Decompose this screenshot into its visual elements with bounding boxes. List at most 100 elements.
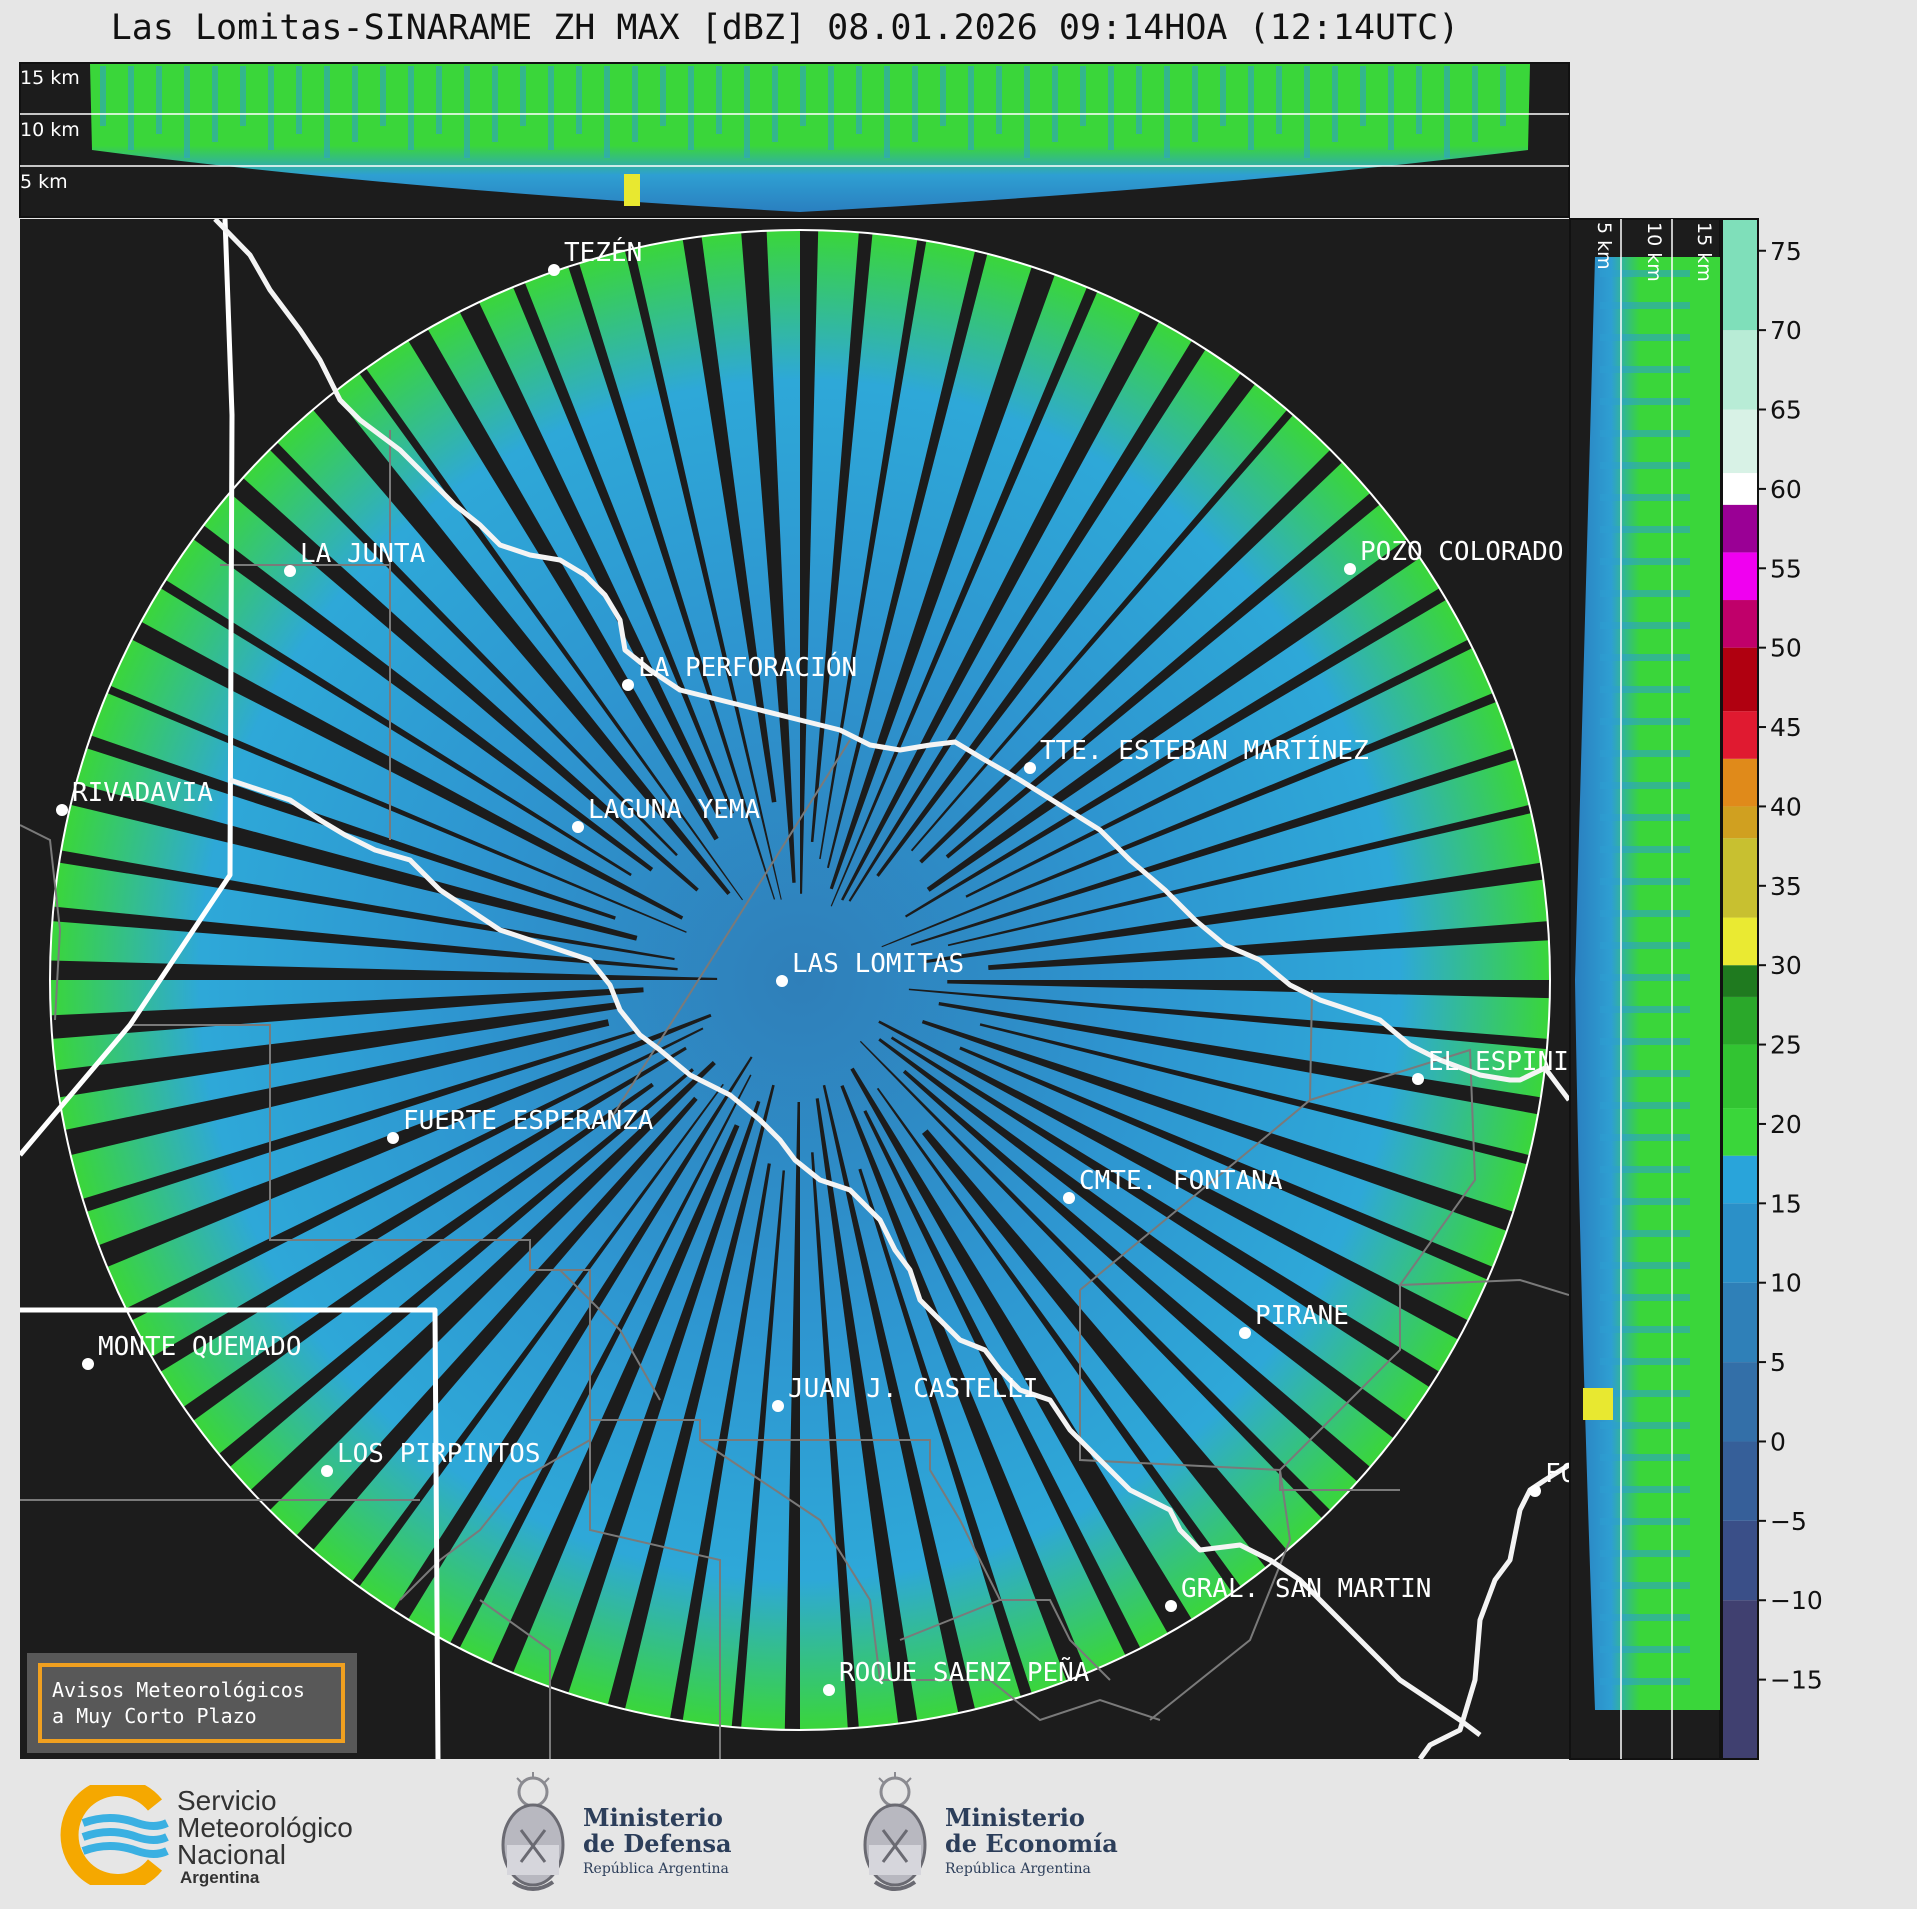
location-label: LOS PIRPINTOS — [337, 1439, 541, 1469]
location-dot — [387, 1132, 399, 1144]
location-label: EL ESPINILLO — [1428, 1047, 1616, 1077]
location-dot — [1165, 1600, 1177, 1612]
radar-beam-gap — [810, 230, 876, 843]
side-profile-strong-cell — [1583, 1388, 1613, 1420]
top-profile-streak — [1332, 66, 1338, 142]
location-la-junta: LA JUNTA — [284, 539, 426, 577]
location-label: LAGUNA YEMA — [588, 795, 761, 825]
location-dot — [548, 264, 560, 276]
radar-beam-gap — [859, 1040, 1352, 1540]
side-profile-streak — [1600, 526, 1690, 533]
warning-box[interactable]: Avisos Meteorológicos a Muy Corto Plazo — [27, 1653, 357, 1753]
top-profile-streak — [1388, 66, 1394, 150]
colorbar-band — [1722, 1108, 1758, 1156]
radar-beam-gap — [979, 1023, 1550, 1172]
top-profile-streak — [1024, 66, 1030, 158]
radar-beam-gap — [677, 230, 777, 803]
radar-beam-gap — [878, 1038, 1432, 1457]
colorbar-tick-label: 70 — [1770, 316, 1802, 345]
radar-beam-gap — [890, 1036, 1466, 1404]
radar-beam-gap — [938, 1002, 1550, 1120]
colorbar-frame — [1721, 218, 1759, 1760]
side-height-label-15km: 15 km — [1693, 222, 1715, 282]
radar-beam-gap — [158, 1082, 654, 1439]
side-profile-streak — [1600, 1390, 1690, 1397]
location-label: LAS LOMITAS — [792, 949, 964, 979]
colorbar-band — [1722, 758, 1758, 807]
location-label: TEZÉN — [564, 236, 642, 268]
radar-beam-gap — [904, 572, 1473, 918]
side-profile-streak — [1600, 398, 1690, 405]
radar-beam-gap — [105, 607, 684, 920]
location-dot — [1412, 1073, 1424, 1085]
colorbar-band — [1722, 1203, 1758, 1283]
radar-beam-gap — [50, 987, 644, 1042]
location-laguna-yema: LAGUNA YEMA — [572, 795, 761, 833]
top-profile-streak — [1416, 66, 1422, 134]
radar-beam-gap — [878, 1020, 1495, 1354]
location-dot — [772, 1400, 784, 1412]
side-profile-streak — [1600, 1550, 1690, 1557]
location-dot — [622, 679, 634, 691]
top-profile-streak — [1052, 66, 1058, 142]
side-profile-streak — [1600, 1262, 1690, 1269]
radar-beam-gap — [815, 1098, 923, 1730]
side-profile-streak — [1600, 878, 1690, 885]
side-profile-streak — [1600, 462, 1690, 469]
colorbar-tick-label: 0 — [1770, 1427, 1786, 1456]
location-rivadavia: RIVADAVIA — [56, 778, 213, 816]
top-profile-streak — [688, 66, 694, 150]
top-profile-streak — [716, 66, 722, 134]
top-height-label-15km: 15 km — [20, 67, 80, 89]
colorbar-band — [1722, 1155, 1758, 1204]
top-profile-streak — [1136, 66, 1142, 134]
colorbar-band — [1722, 996, 1758, 1045]
radar-beam-gap — [293, 369, 731, 896]
top-profile-streak — [324, 66, 330, 158]
colorbar-tick-label: 65 — [1770, 396, 1802, 425]
top-profile-streaks — [100, 66, 1506, 158]
location-pozo-colorado: POZO COLORADO — [1344, 537, 1564, 575]
side-profile-streak — [1600, 1230, 1690, 1237]
radar-beam-gap — [70, 1013, 712, 1279]
defensa-logo-line1: Ministerio — [583, 1803, 723, 1832]
side-profile-streak — [1600, 654, 1690, 661]
colorbar-tick-label: 10 — [1770, 1269, 1802, 1298]
top-profile-streak — [128, 66, 134, 150]
location-dot — [1063, 1192, 1075, 1204]
location-dot — [1024, 762, 1036, 774]
top-profile-streak — [1360, 66, 1366, 126]
location-label: RIVADAVIA — [72, 778, 213, 808]
location-las-lomitas: LAS LOMITAS — [776, 949, 964, 987]
colorbar-tick-label: 55 — [1770, 554, 1802, 583]
side-height-label-10km: 10 km — [1643, 222, 1665, 282]
top-profile-streak — [464, 66, 470, 158]
side-profile-streak — [1600, 1134, 1690, 1141]
radar-beam-gap — [910, 738, 1546, 946]
side-profile-streak — [1600, 1358, 1690, 1365]
location-gral-san-martin: GRAL. SAN MARTIN — [1165, 1574, 1431, 1612]
location-dot — [776, 975, 788, 987]
radar-beam-gap — [876, 348, 1274, 877]
top-profile-streak — [100, 66, 106, 126]
side-height-profile: 5 km 10 km 15 km — [1569, 218, 1721, 1760]
radar-beam-gap — [377, 1056, 753, 1646]
radar-beam-gap — [50, 845, 675, 961]
radar-beam-gap — [811, 1152, 862, 1730]
colorbar-tick-label: −15 — [1770, 1666, 1823, 1695]
location-dot — [284, 565, 296, 577]
side-profile-streak — [1600, 750, 1690, 757]
radar-beam-gap — [923, 857, 1550, 964]
side-profile-streak — [1600, 1038, 1690, 1045]
location-fuerte-esperanza: FUERTE ESPERANZA — [387, 1106, 654, 1144]
side-profile-streak — [1600, 558, 1690, 565]
top-profile-streak — [240, 66, 246, 126]
location-pirane: PIRANE — [1239, 1301, 1349, 1339]
radar-beam-gap — [50, 959, 718, 980]
top-profile-streak — [380, 66, 386, 126]
radar-beam-gap — [53, 1030, 637, 1222]
side-profile-streak — [1600, 718, 1690, 725]
radar-beam-gap — [829, 238, 1066, 890]
radar-beam-gap — [881, 681, 1525, 948]
location-los-pirpintos: LOS PIRPINTOS — [321, 1439, 541, 1477]
